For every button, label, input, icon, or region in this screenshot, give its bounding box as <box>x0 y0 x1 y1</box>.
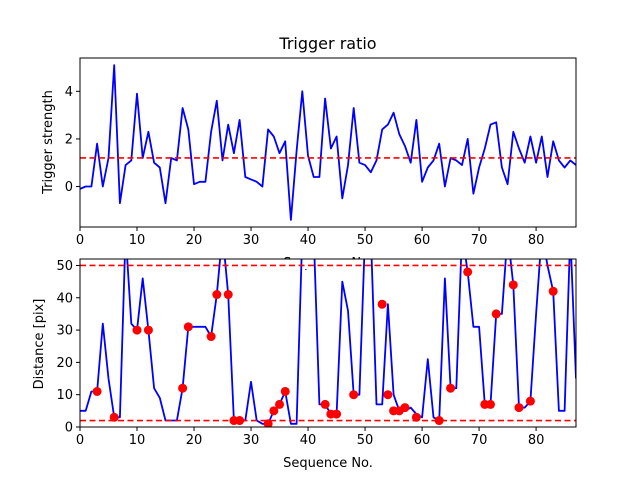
data-layer <box>80 259 576 427</box>
y-tick-label: 0 <box>65 180 73 195</box>
data-point <box>275 399 285 409</box>
data-point <box>143 325 153 335</box>
data-point <box>332 409 342 419</box>
x-tick-label: 60 <box>414 433 431 448</box>
y-tick-label: 50 <box>56 259 73 274</box>
data-point <box>400 403 410 413</box>
data-point <box>269 406 279 416</box>
data-point <box>206 332 216 342</box>
data-point <box>320 399 330 409</box>
data-point <box>183 322 193 332</box>
y-tick-label: 10 <box>56 388 73 403</box>
data-point <box>411 412 421 422</box>
x-tick-label: 50 <box>357 233 374 248</box>
data-layer <box>80 64 576 221</box>
x-tick-label: 70 <box>471 433 488 448</box>
x-tick-label: 70 <box>471 233 488 248</box>
y-tick-label: 0 <box>65 421 73 436</box>
data-point <box>508 280 518 290</box>
data-point <box>349 390 359 400</box>
data-point <box>463 267 473 277</box>
x-tick-label: 40 <box>300 433 317 448</box>
x-tick-label: 80 <box>528 433 545 448</box>
axes-frame <box>79 258 577 428</box>
y-axis-label: Distance [pix] <box>32 299 47 390</box>
x-tick-label: 0 <box>76 233 84 248</box>
y-tick-label: 20 <box>56 356 73 371</box>
data-point <box>109 412 119 422</box>
series-line <box>80 64 576 221</box>
x-tick-label: 40 <box>300 233 317 248</box>
y-axis-label: Trigger strength <box>41 90 56 195</box>
y-tick-label: 30 <box>56 324 73 339</box>
y-tick-label: 2 <box>65 132 73 147</box>
data-point <box>485 399 495 409</box>
data-point <box>235 416 245 426</box>
data-point <box>280 386 290 396</box>
data-point <box>434 416 444 426</box>
plot-area: 0 10 20 30 40 50 60 70 80 0 10 20 30 40 50 <box>56 258 577 448</box>
y-tick-label: 4 <box>65 85 73 100</box>
plot-area: 0 10 20 30 40 50 60 70 80 0 2 4 <box>65 57 577 248</box>
panel-overlap <box>80 259 576 269</box>
y-tick-label: 40 <box>56 291 73 306</box>
axes-frame <box>79 57 577 228</box>
data-point <box>548 286 558 296</box>
data-point <box>223 290 233 300</box>
data-point <box>377 299 387 309</box>
x-tick-label: 60 <box>414 233 431 248</box>
data-point <box>446 383 456 393</box>
data-point <box>525 396 535 406</box>
x-tick-label: 30 <box>243 233 260 248</box>
x-tick-label: 20 <box>186 233 203 248</box>
x-tick-label: 50 <box>357 433 374 448</box>
chart-title: Trigger ratio <box>278 34 376 53</box>
x-tick-label: 10 <box>129 233 146 248</box>
data-point <box>212 290 222 300</box>
x-tick-label: 10 <box>129 433 146 448</box>
x-tick-label: 80 <box>528 233 545 248</box>
data-point <box>178 383 188 393</box>
data-point <box>383 390 393 400</box>
data-point <box>92 386 102 396</box>
x-tick-label: 30 <box>243 433 260 448</box>
distance-panel: Distance [pix] Sequence No. 0 10 20 30 40 50 6… <box>32 258 577 471</box>
x-axis-label: Sequence No. <box>283 456 373 471</box>
data-point <box>491 309 501 319</box>
trigger-ratio-panel: Trigger ratio Trigger strength Sequence … <box>41 34 577 271</box>
series-line <box>80 259 576 425</box>
x-tick-label: 20 <box>186 433 203 448</box>
x-tick-label: 0 <box>76 433 84 448</box>
data-point <box>514 403 524 413</box>
data-point <box>132 325 142 335</box>
